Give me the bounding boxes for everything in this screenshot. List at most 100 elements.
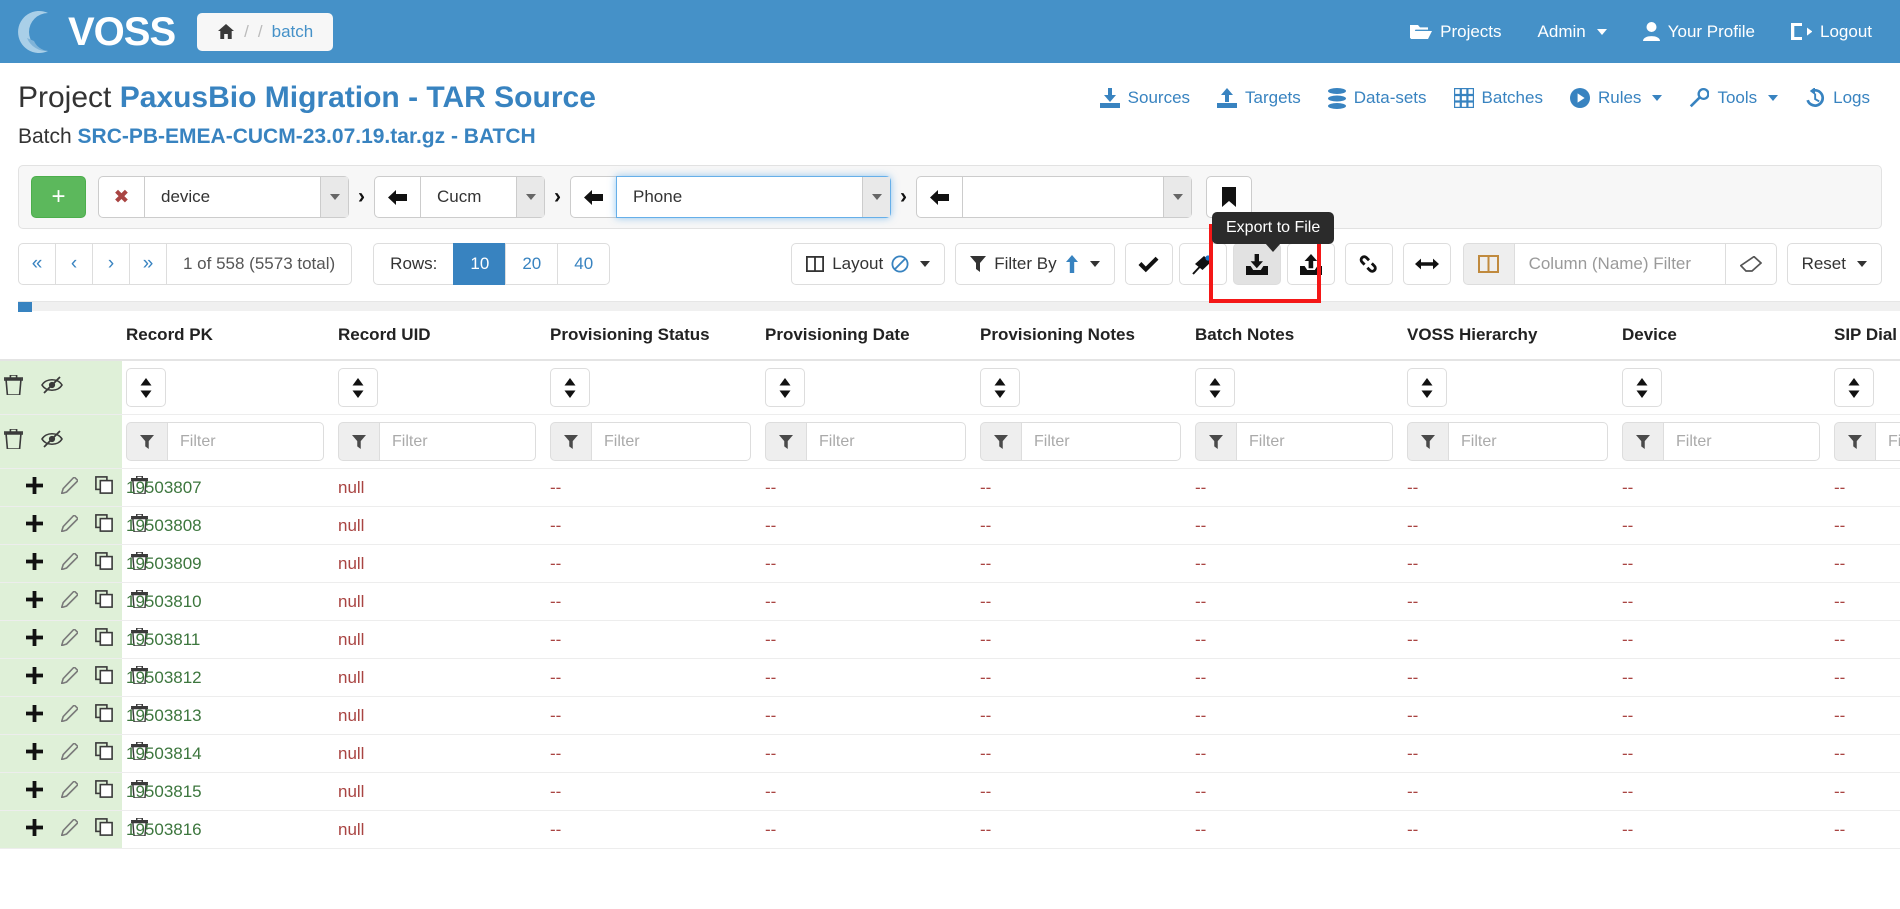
edit-row-icon[interactable] xyxy=(60,817,79,841)
record-pk-link[interactable]: 19503810 xyxy=(126,591,202,611)
copy-row-icon[interactable] xyxy=(95,476,114,499)
resize-columns-button[interactable] xyxy=(1402,243,1451,285)
copy-row-icon[interactable] xyxy=(95,628,114,651)
clear-column-filter-button[interactable] xyxy=(1724,243,1777,285)
delete-column-icon[interactable] xyxy=(3,428,24,454)
funnel-icon[interactable] xyxy=(550,422,592,461)
project-menu-sources[interactable]: Sources xyxy=(1099,88,1190,108)
import-from-file-button[interactable] xyxy=(1286,243,1335,285)
chevron-down-icon[interactable] xyxy=(516,177,544,217)
add-row-icon[interactable] xyxy=(26,514,43,537)
filter-input-device[interactable] xyxy=(1664,422,1820,461)
sort-button-provisioning-date[interactable] xyxy=(765,368,805,407)
record-pk-link[interactable]: 19503812 xyxy=(126,667,202,687)
nav-item-projects[interactable]: Projects xyxy=(1410,22,1502,42)
sort-button-record-pk[interactable] xyxy=(126,368,166,407)
add-row-icon[interactable] xyxy=(26,628,43,651)
header-device[interactable]: Device xyxy=(1618,311,1830,361)
filter-input-record-pk[interactable] xyxy=(168,422,324,461)
copy-row-icon[interactable] xyxy=(95,818,114,841)
edit-row-icon[interactable] xyxy=(60,665,79,689)
hide-column-icon[interactable] xyxy=(40,376,63,399)
copy-row-icon[interactable] xyxy=(95,666,114,689)
sort-button-batch-notes[interactable] xyxy=(1195,368,1235,407)
funnel-icon[interactable] xyxy=(765,422,807,461)
add-record-button[interactable]: + xyxy=(31,176,86,218)
page-last-button[interactable]: » xyxy=(129,243,167,285)
filter-input-voss-hierarchy[interactable] xyxy=(1449,422,1608,461)
unpin-button[interactable] xyxy=(1178,243,1227,285)
chevron-down-icon[interactable] xyxy=(1163,177,1191,217)
edit-row-icon[interactable] xyxy=(60,703,79,727)
table-horizontal-scrollbar[interactable] xyxy=(18,301,1900,312)
edit-row-icon[interactable] xyxy=(60,741,79,765)
table-row[interactable]: 19503809 null -- -- -- -- -- -- -- xyxy=(0,544,1900,583)
brand-logo-group[interactable]: VOSS xyxy=(14,8,176,56)
edit-row-icon[interactable] xyxy=(60,551,79,575)
edit-row-icon[interactable] xyxy=(60,779,79,803)
record-pk-link[interactable]: 19503815 xyxy=(126,781,202,801)
add-row-icon[interactable] xyxy=(26,742,43,765)
columns-icon[interactable] xyxy=(1462,243,1515,285)
funnel-icon[interactable] xyxy=(1834,422,1876,461)
header-sip-dial[interactable]: SIP Dial xyxy=(1830,311,1900,361)
copy-row-icon[interactable] xyxy=(95,704,114,727)
sort-button-record-uid[interactable] xyxy=(338,368,378,407)
check-button[interactable] xyxy=(1124,243,1173,285)
filter-input-sip-dial[interactable] xyxy=(1876,422,1900,461)
table-row[interactable]: 19503816 null -- -- -- -- -- -- -- xyxy=(0,810,1900,849)
table-row[interactable]: 19503814 null -- -- -- -- -- -- -- xyxy=(0,734,1900,773)
add-row-icon[interactable] xyxy=(26,818,43,841)
chevron-down-icon[interactable] xyxy=(862,177,890,217)
record-pk-link[interactable]: 19503807 xyxy=(126,477,202,497)
header-record-uid[interactable]: Record UID xyxy=(334,311,546,361)
funnel-icon[interactable] xyxy=(338,422,380,461)
funnel-icon[interactable] xyxy=(980,422,1022,461)
project-name[interactable]: PaxusBio Migration - TAR Source xyxy=(119,81,596,114)
copy-row-icon[interactable] xyxy=(95,552,114,575)
add-row-icon[interactable] xyxy=(26,704,43,727)
header-provisioning-date[interactable]: Provisioning Date xyxy=(761,311,976,361)
rows-option-10[interactable]: 10 xyxy=(453,243,507,285)
record-pk-link[interactable]: 19503811 xyxy=(126,629,201,649)
table-row[interactable]: 19503812 null -- -- -- -- -- -- -- xyxy=(0,658,1900,697)
record-pk-link[interactable]: 19503814 xyxy=(126,743,202,763)
page-first-button[interactable]: « xyxy=(18,243,56,285)
project-menu-rules[interactable]: Rules xyxy=(1569,88,1663,108)
project-menu-data-sets[interactable]: Data-sets xyxy=(1327,87,1427,109)
header-provisioning-notes[interactable]: Provisioning Notes xyxy=(976,311,1191,361)
home-icon[interactable] xyxy=(217,23,235,40)
source-select[interactable]: Cucm xyxy=(420,176,545,218)
copy-row-icon[interactable] xyxy=(95,590,114,613)
sort-button-provisioning-status[interactable] xyxy=(550,368,590,407)
edit-row-icon[interactable] xyxy=(60,627,79,651)
filter-input-provisioning-status[interactable] xyxy=(592,422,751,461)
enter-icon[interactable] xyxy=(374,176,420,218)
scrollbar-thumb[interactable] xyxy=(18,302,32,312)
project-menu-logs[interactable]: Logs xyxy=(1805,88,1870,108)
project-menu-targets[interactable]: Targets xyxy=(1217,88,1301,108)
nav-item-your-profile[interactable]: Your Profile xyxy=(1642,22,1755,42)
header-batch-notes[interactable]: Batch Notes xyxy=(1191,311,1403,361)
column-name-filter-input[interactable] xyxy=(1514,243,1725,285)
header-provisioning-status[interactable]: Provisioning Status xyxy=(546,311,761,361)
sort-button-provisioning-notes[interactable] xyxy=(980,368,1020,407)
copy-row-icon[interactable] xyxy=(95,514,114,537)
sort-button-voss-hierarchy[interactable] xyxy=(1407,368,1447,407)
nav-item-admin[interactable]: Admin xyxy=(1538,22,1607,42)
reset-button[interactable]: Reset xyxy=(1786,243,1882,285)
nav-item-logout[interactable]: Logout xyxy=(1791,22,1872,42)
breadcrumb-item-batch[interactable]: batch xyxy=(271,21,314,41)
project-menu-tools[interactable]: Tools xyxy=(1689,88,1779,108)
extra-select[interactable] xyxy=(962,176,1192,218)
edit-row-icon[interactable] xyxy=(60,475,79,499)
filter-input-provisioning-date[interactable] xyxy=(807,422,966,461)
filter-input-provisioning-notes[interactable] xyxy=(1022,422,1181,461)
add-row-icon[interactable] xyxy=(26,780,43,803)
model-select[interactable]: Phone xyxy=(616,176,891,218)
header-voss-hierarchy[interactable]: VOSS Hierarchy xyxy=(1403,311,1618,361)
funnel-icon[interactable] xyxy=(1195,422,1237,461)
funnel-icon[interactable] xyxy=(126,422,168,461)
enter-icon[interactable] xyxy=(916,176,962,218)
page-prev-button[interactable]: ‹ xyxy=(55,243,93,285)
